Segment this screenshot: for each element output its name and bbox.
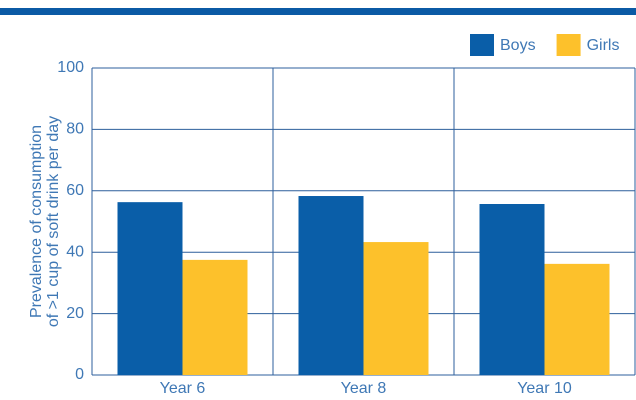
x-tick-label: Year 6 — [160, 380, 206, 397]
legend-swatch — [556, 34, 581, 56]
bar — [479, 204, 545, 375]
header-bar — [0, 8, 636, 15]
legend: Boys Girls — [470, 34, 619, 56]
y-tick-label: 20 — [66, 305, 84, 322]
x-tick-label: Year 8 — [341, 380, 387, 397]
y-tick-label: 40 — [66, 243, 84, 260]
y-axis-label-line: of >1 cup of soft drink per day — [45, 116, 62, 327]
bar — [117, 202, 183, 375]
y-tick-label: 100 — [57, 59, 84, 76]
bar — [363, 242, 429, 375]
y-axis-label: Prevalence of consumptionof >1 cup of so… — [28, 116, 62, 327]
legend-swatch — [470, 34, 494, 56]
legend-label: Girls — [587, 37, 620, 54]
x-tick-label: Year 10 — [517, 380, 572, 397]
bar — [298, 196, 364, 375]
legend-label: Boys — [500, 37, 536, 54]
y-tick-label: 80 — [66, 121, 84, 138]
y-axis-label-line: Prevalence of consumption — [28, 125, 45, 318]
y-tick-label: 60 — [66, 182, 84, 199]
bar — [544, 263, 610, 375]
bar — [182, 259, 248, 375]
y-tick-label: 0 — [75, 366, 84, 383]
